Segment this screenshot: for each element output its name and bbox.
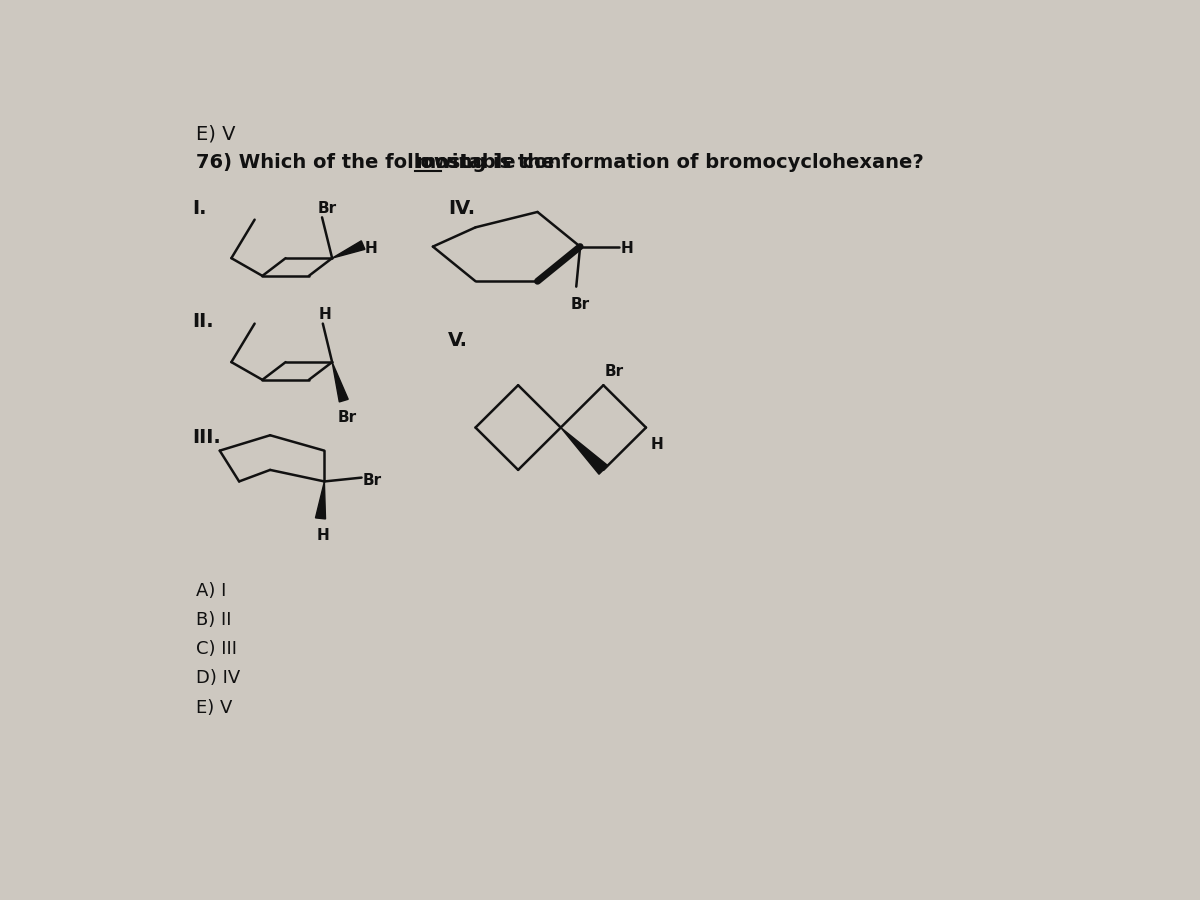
Text: B) II: B) II <box>197 611 232 629</box>
Text: II.: II. <box>193 312 215 331</box>
Text: H: H <box>620 240 634 256</box>
Polygon shape <box>332 241 365 258</box>
Polygon shape <box>316 482 325 519</box>
Text: A) I: A) I <box>197 581 227 599</box>
Text: E) V: E) V <box>197 125 236 144</box>
Text: Br: Br <box>317 201 336 216</box>
Text: C) III: C) III <box>197 640 238 658</box>
Text: H: H <box>365 240 378 256</box>
Polygon shape <box>332 362 348 402</box>
Text: Br: Br <box>337 410 356 425</box>
Text: D) IV: D) IV <box>197 670 241 688</box>
Text: Br: Br <box>364 473 383 488</box>
Text: H: H <box>317 527 329 543</box>
Text: III.: III. <box>193 428 221 446</box>
Text: V.: V. <box>449 331 468 350</box>
Text: H: H <box>650 436 664 452</box>
Text: IV.: IV. <box>449 199 475 218</box>
Text: E) V: E) V <box>197 698 233 716</box>
Text: H: H <box>318 307 331 322</box>
Polygon shape <box>560 428 607 474</box>
Text: stable conformation of bromocyclohexane?: stable conformation of bromocyclohexane? <box>440 153 924 172</box>
Text: I.: I. <box>193 199 208 218</box>
Text: most: most <box>415 153 470 172</box>
Text: Br: Br <box>605 364 624 379</box>
Text: 76) Which of the following is the: 76) Which of the following is the <box>197 153 562 172</box>
Text: Br: Br <box>571 297 590 311</box>
